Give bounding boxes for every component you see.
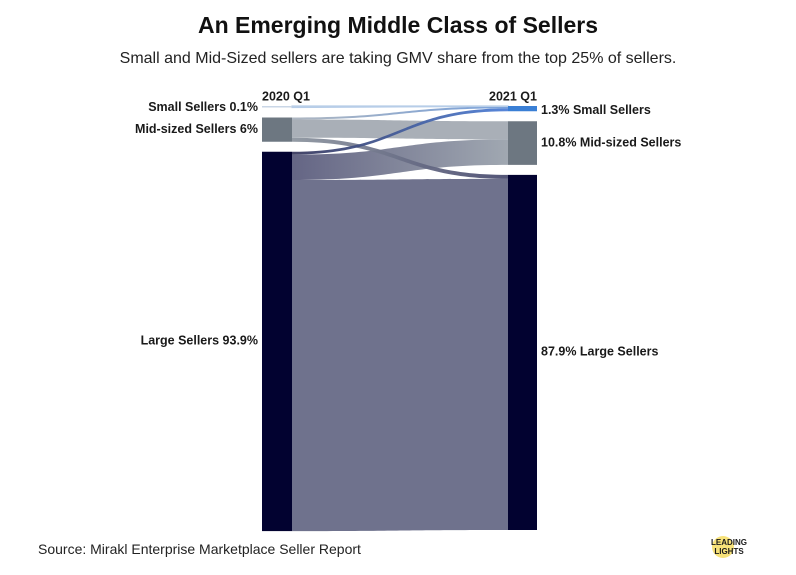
left-label-small-sellers: Small Sellers 0.1% bbox=[148, 100, 258, 114]
svg-text:LEADING: LEADING bbox=[711, 538, 747, 547]
right-label-mid-sellers: 10.8% Mid-sized Sellers bbox=[541, 135, 681, 149]
left-node-large bbox=[262, 151, 292, 532]
left-node-small bbox=[262, 106, 292, 108]
chart-title: An Emerging Middle Class of Sellers bbox=[197, 12, 599, 38]
left-label-mid-sellers: Mid-sized Sellers 6% bbox=[135, 122, 258, 136]
sankey-labels: 2020 Q1 2021 Q1 Small Sellers 0.1% Mid-s… bbox=[135, 89, 681, 358]
sankey-flows bbox=[291, 105, 509, 532]
right-label-large-sellers: 87.9% Large Sellers bbox=[541, 345, 658, 359]
left-label-large-sellers: Large Sellers 93.9% bbox=[141, 334, 258, 348]
column-label-right: 2021 Q1 bbox=[489, 89, 537, 103]
source-note: Source: Mirakl Enterprise Marketplace Se… bbox=[38, 541, 361, 557]
sankey-nodes bbox=[262, 106, 537, 532]
flow-mid-to-large bbox=[292, 137, 508, 179]
left-node-mid bbox=[262, 117, 292, 142]
right-node-small bbox=[508, 106, 537, 112]
right-node-mid bbox=[508, 121, 537, 165]
leading-lights-logo: LEADING LIGHTS bbox=[711, 536, 747, 558]
flow-mid-to-small bbox=[292, 106, 508, 120]
flow-mid-to-mid bbox=[292, 119, 508, 140]
right-label-small-sellers: 1.3% Small Sellers bbox=[541, 103, 651, 117]
flow-large-to-large bbox=[292, 178, 508, 532]
flow-large-to-small bbox=[292, 108, 508, 155]
column-label-left: 2020 Q1 bbox=[262, 89, 310, 103]
svg-text:LIGHTS: LIGHTS bbox=[714, 547, 744, 556]
right-node-large bbox=[508, 174, 537, 530]
chart-subtitle: Small and Mid-Sized sellers are taking G… bbox=[119, 50, 677, 67]
